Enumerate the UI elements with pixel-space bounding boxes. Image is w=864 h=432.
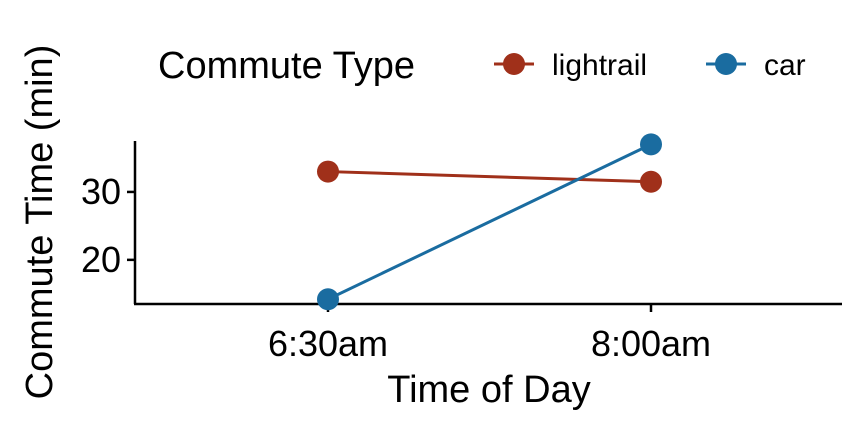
legend: Commute Type lightrail car bbox=[158, 45, 806, 87]
legend-key-point bbox=[715, 53, 737, 75]
x-tick-label: 6:30am bbox=[268, 323, 388, 364]
y-axis-title: Commute Time (min) bbox=[19, 45, 61, 400]
legend-label-car: car bbox=[764, 49, 806, 82]
data-point-car bbox=[640, 133, 662, 156]
y-tick-label: 20 bbox=[81, 239, 121, 280]
x-tick-label: 8:00am bbox=[591, 323, 711, 364]
y-tick-label: 30 bbox=[81, 171, 121, 212]
series-line-car bbox=[327, 143, 652, 301]
x-axis-title: Time of Day bbox=[387, 369, 590, 411]
legend-title: Commute Type bbox=[158, 45, 415, 87]
legend-label-lightrail: lightrail bbox=[552, 49, 647, 82]
data-point-car bbox=[317, 288, 339, 311]
legend-key-point bbox=[503, 53, 525, 75]
plot-area: 20 30 6:30am 8:00am bbox=[81, 133, 842, 364]
series-line-lightrail bbox=[327, 170, 652, 184]
data-point-lightrail bbox=[317, 160, 339, 183]
data-point-lightrail bbox=[640, 170, 662, 193]
